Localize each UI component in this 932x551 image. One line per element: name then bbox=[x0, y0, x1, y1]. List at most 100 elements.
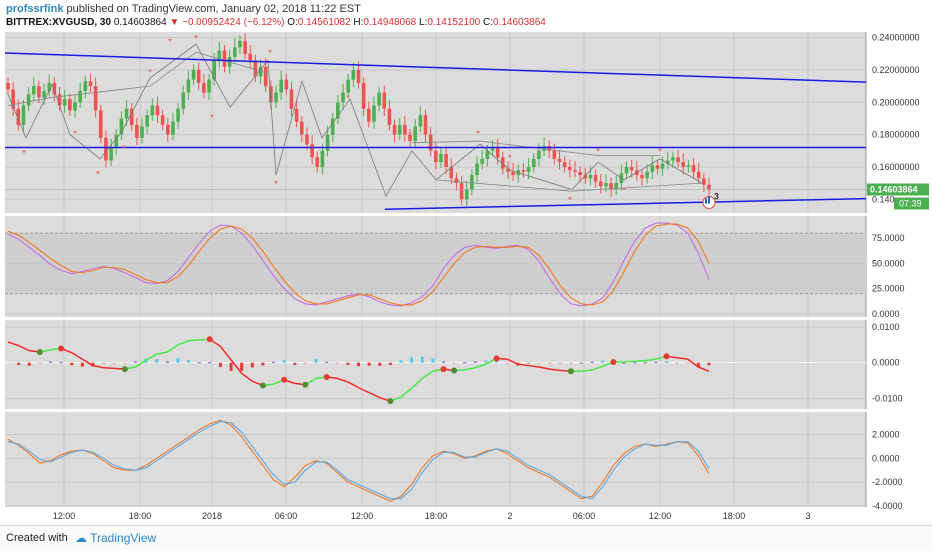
candle-body bbox=[531, 158, 536, 167]
fractal-marker-icon bbox=[22, 150, 26, 154]
macd-histogram-bar bbox=[91, 362, 95, 367]
candle-body bbox=[238, 40, 242, 48]
candle-body bbox=[68, 99, 72, 111]
chart-canvas[interactable]: 0.24000000 0.22000000 0.20000000 0.18000000… bbox=[0, 0, 932, 525]
y-tick-label: 0.0100 bbox=[872, 322, 900, 332]
stochastic-series-line bbox=[7, 223, 710, 306]
macd-turn-dot bbox=[567, 368, 574, 375]
macd-histogram-bar bbox=[133, 361, 137, 363]
candle-body bbox=[232, 47, 237, 58]
candle-body bbox=[140, 126, 144, 138]
fractal-marker-icon bbox=[622, 187, 626, 191]
macd-histogram-bar bbox=[537, 362, 541, 364]
macd-line-segment bbox=[506, 358, 519, 365]
y-tick-label: 0.22000000 bbox=[872, 65, 920, 75]
symbol-label: BITTREX:XVGUSD, 30 bbox=[6, 17, 112, 28]
signal-bar-icon bbox=[708, 196, 710, 204]
macd-line-segment bbox=[358, 386, 370, 394]
candle-body bbox=[449, 166, 454, 179]
descending-trendline bbox=[4, 52, 867, 83]
high-label: H: bbox=[353, 17, 364, 28]
candle-body bbox=[511, 171, 515, 176]
candle-body bbox=[124, 108, 129, 119]
open-value: 0.14561082 bbox=[297, 17, 351, 28]
macd-histogram-bar bbox=[378, 362, 382, 366]
candle-body bbox=[150, 105, 155, 116]
macd-line-segment bbox=[92, 364, 104, 369]
candle-body bbox=[104, 137, 108, 161]
candle-body bbox=[660, 163, 665, 169]
macd-line-segment bbox=[623, 360, 635, 363]
candle-body bbox=[501, 157, 505, 169]
candle-body bbox=[191, 69, 196, 80]
candle-body bbox=[248, 53, 253, 61]
macd-histogram-bar bbox=[176, 358, 180, 363]
candle-body bbox=[6, 82, 10, 90]
candle-body bbox=[243, 40, 247, 54]
macd-histogram-bar bbox=[484, 360, 488, 363]
candle-body bbox=[629, 166, 634, 171]
macd-turn-dot bbox=[610, 359, 617, 366]
macd-histogram-bar bbox=[197, 362, 201, 364]
candle-body bbox=[196, 69, 201, 83]
candle-body bbox=[526, 166, 531, 172]
author-name[interactable]: profssrfink bbox=[6, 3, 64, 15]
macd-histogram-bar bbox=[282, 360, 286, 363]
macd-histogram-bar bbox=[463, 362, 467, 364]
y-tick-label: 0.0000 bbox=[872, 309, 900, 319]
macd-line-segment bbox=[71, 352, 83, 360]
candle-body bbox=[11, 89, 15, 109]
candle-body bbox=[222, 50, 227, 67]
x-tick-label: 06:00 bbox=[573, 511, 596, 521]
down-arrow-icon: ▼ bbox=[169, 17, 180, 28]
macd-histogram-bar bbox=[155, 359, 159, 363]
candle-body bbox=[547, 145, 552, 151]
candle-body bbox=[573, 170, 577, 172]
macd-line-segment bbox=[18, 344, 30, 352]
macd-histogram-bar bbox=[272, 361, 276, 363]
candle-body bbox=[274, 92, 278, 103]
candle-body bbox=[665, 160, 670, 164]
macd-histogram-bar bbox=[250, 362, 254, 368]
macd-line-segment bbox=[156, 351, 168, 355]
y-tick-label: -0.0100 bbox=[872, 393, 903, 403]
macd-histogram-bar bbox=[218, 362, 222, 367]
tradingview-logo[interactable]: ☁ TradingView bbox=[75, 531, 156, 545]
signal-bar-icon bbox=[705, 198, 707, 204]
candle-body bbox=[135, 124, 139, 138]
candle-body bbox=[361, 82, 366, 109]
candle-body bbox=[253, 60, 258, 77]
created-with-text: Created with bbox=[6, 532, 68, 544]
macd-line-segment bbox=[581, 369, 593, 373]
change-value: −0.00952424 (−6.12%) bbox=[182, 17, 285, 28]
macd-histogram-bar bbox=[80, 362, 84, 367]
candle-body bbox=[578, 171, 582, 176]
pattern-line bbox=[435, 179, 703, 192]
candle-body bbox=[202, 82, 206, 93]
ascending-support-line bbox=[384, 197, 867, 211]
candle-body bbox=[78, 90, 82, 103]
macd-line-segment bbox=[549, 368, 561, 372]
macd-line-segment bbox=[411, 377, 423, 389]
fractal-marker-icon bbox=[168, 38, 172, 42]
candle-body bbox=[490, 147, 495, 151]
macd-line-segment bbox=[591, 365, 604, 371]
candle-body bbox=[310, 144, 314, 158]
zigzag-pattern-line bbox=[7, 43, 703, 197]
macd-histogram-bar bbox=[665, 361, 669, 363]
candle-body bbox=[655, 165, 660, 169]
fractal-marker-icon bbox=[96, 171, 100, 175]
macd-histogram-bar bbox=[102, 362, 106, 365]
candle-body bbox=[212, 60, 216, 80]
candle-body bbox=[171, 121, 175, 135]
macd-histogram-bar bbox=[388, 362, 392, 365]
macd-line-segment bbox=[230, 359, 243, 374]
tradingview-cloud-icon: ☁ bbox=[75, 531, 87, 545]
candle-body bbox=[562, 162, 567, 167]
macd-histogram-bar bbox=[357, 362, 360, 367]
candle-body bbox=[284, 79, 289, 90]
macd-histogram-bar bbox=[187, 360, 191, 363]
macd-line-segment bbox=[634, 359, 646, 363]
candle-body bbox=[475, 163, 479, 176]
candle-body bbox=[83, 81, 88, 91]
